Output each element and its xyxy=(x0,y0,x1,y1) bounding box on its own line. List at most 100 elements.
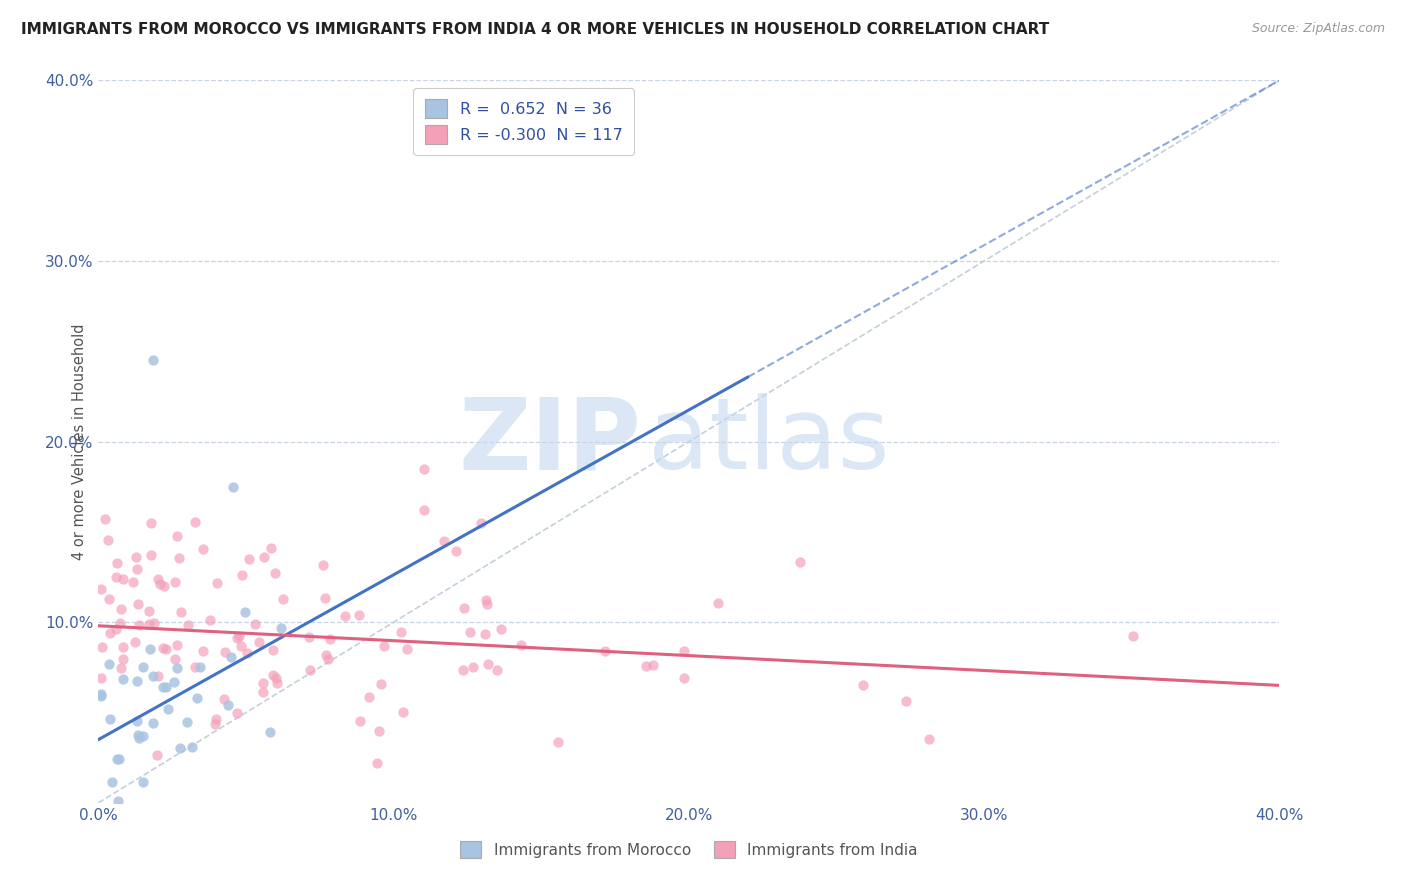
Point xyxy=(108,615,131,630)
Point xyxy=(259,725,281,739)
Point xyxy=(98,712,121,726)
Point xyxy=(444,544,467,558)
Point xyxy=(107,752,129,766)
Point xyxy=(204,717,226,731)
Point xyxy=(184,660,207,674)
Point xyxy=(357,690,380,704)
Point xyxy=(166,638,188,652)
Point xyxy=(243,616,266,631)
Point xyxy=(643,658,665,673)
Point xyxy=(176,715,198,730)
Point xyxy=(138,604,160,618)
Point xyxy=(260,541,283,556)
Point xyxy=(373,640,395,654)
Point xyxy=(166,661,188,675)
Point xyxy=(228,629,250,643)
Point xyxy=(163,652,186,666)
Point xyxy=(368,723,391,738)
Point xyxy=(163,674,186,689)
Point xyxy=(266,675,288,690)
Point xyxy=(139,516,162,530)
Text: atlas: atlas xyxy=(648,393,889,490)
Point xyxy=(896,694,918,708)
Point xyxy=(453,601,475,615)
Point xyxy=(146,669,169,683)
Point xyxy=(112,572,135,586)
Point xyxy=(155,641,177,656)
Point xyxy=(170,605,193,619)
Point xyxy=(127,597,149,611)
Point xyxy=(90,687,112,701)
Point xyxy=(316,651,339,665)
Point xyxy=(509,638,531,652)
Point xyxy=(188,659,211,673)
Point xyxy=(125,714,148,729)
Point xyxy=(146,748,169,763)
Point xyxy=(110,661,132,675)
Point xyxy=(489,622,512,636)
Point xyxy=(152,681,174,695)
Point xyxy=(370,676,392,690)
Point xyxy=(252,676,274,690)
Point xyxy=(672,643,695,657)
Point xyxy=(451,663,474,677)
Point xyxy=(155,680,177,694)
Point xyxy=(547,735,569,749)
Point xyxy=(1277,698,1299,712)
Point xyxy=(105,751,128,765)
Point xyxy=(138,616,160,631)
Point xyxy=(205,712,228,726)
Point xyxy=(311,558,333,572)
Point xyxy=(90,582,112,597)
Text: ZIP: ZIP xyxy=(458,393,641,490)
Point xyxy=(90,689,112,703)
Point xyxy=(217,698,239,712)
Point xyxy=(127,728,149,742)
Point xyxy=(184,515,207,529)
Point xyxy=(298,663,321,677)
Point xyxy=(298,630,321,644)
Point xyxy=(707,596,730,610)
Point xyxy=(271,592,294,607)
Point xyxy=(125,674,148,689)
Point xyxy=(128,618,150,632)
Point xyxy=(142,715,165,730)
Point xyxy=(131,774,153,789)
Point xyxy=(391,705,413,719)
Point xyxy=(347,607,370,622)
Y-axis label: 4 or more Vehicles in Household: 4 or more Vehicles in Household xyxy=(72,323,87,560)
Point xyxy=(253,550,276,565)
Point xyxy=(193,643,215,657)
Point xyxy=(595,644,617,658)
Point xyxy=(124,550,146,565)
Point xyxy=(121,575,143,590)
Point xyxy=(98,592,121,607)
Point xyxy=(142,616,165,631)
Point xyxy=(463,660,485,674)
Point xyxy=(107,794,129,808)
Point xyxy=(262,668,284,682)
Point xyxy=(166,529,188,543)
Point xyxy=(475,597,498,611)
Point xyxy=(98,625,121,640)
Point xyxy=(125,561,148,575)
Point xyxy=(475,592,498,607)
Point xyxy=(252,685,274,699)
Point xyxy=(146,572,169,586)
Point xyxy=(90,671,112,685)
Point xyxy=(433,533,456,548)
Point xyxy=(165,575,187,590)
Point xyxy=(142,353,165,368)
Point xyxy=(264,566,287,581)
Point xyxy=(314,591,336,606)
Text: IMMIGRANTS FROM MOROCCO VS IMMIGRANTS FROM INDIA 4 OR MORE VEHICLES IN HOUSEHOLD: IMMIGRANTS FROM MOROCCO VS IMMIGRANTS FR… xyxy=(21,22,1049,37)
Point xyxy=(226,631,249,645)
Point xyxy=(193,541,215,556)
Point xyxy=(477,657,499,672)
Point xyxy=(98,657,121,671)
Point xyxy=(247,634,270,648)
Point xyxy=(366,756,388,771)
Point xyxy=(167,551,190,566)
Point xyxy=(235,646,257,660)
Point xyxy=(105,622,128,636)
